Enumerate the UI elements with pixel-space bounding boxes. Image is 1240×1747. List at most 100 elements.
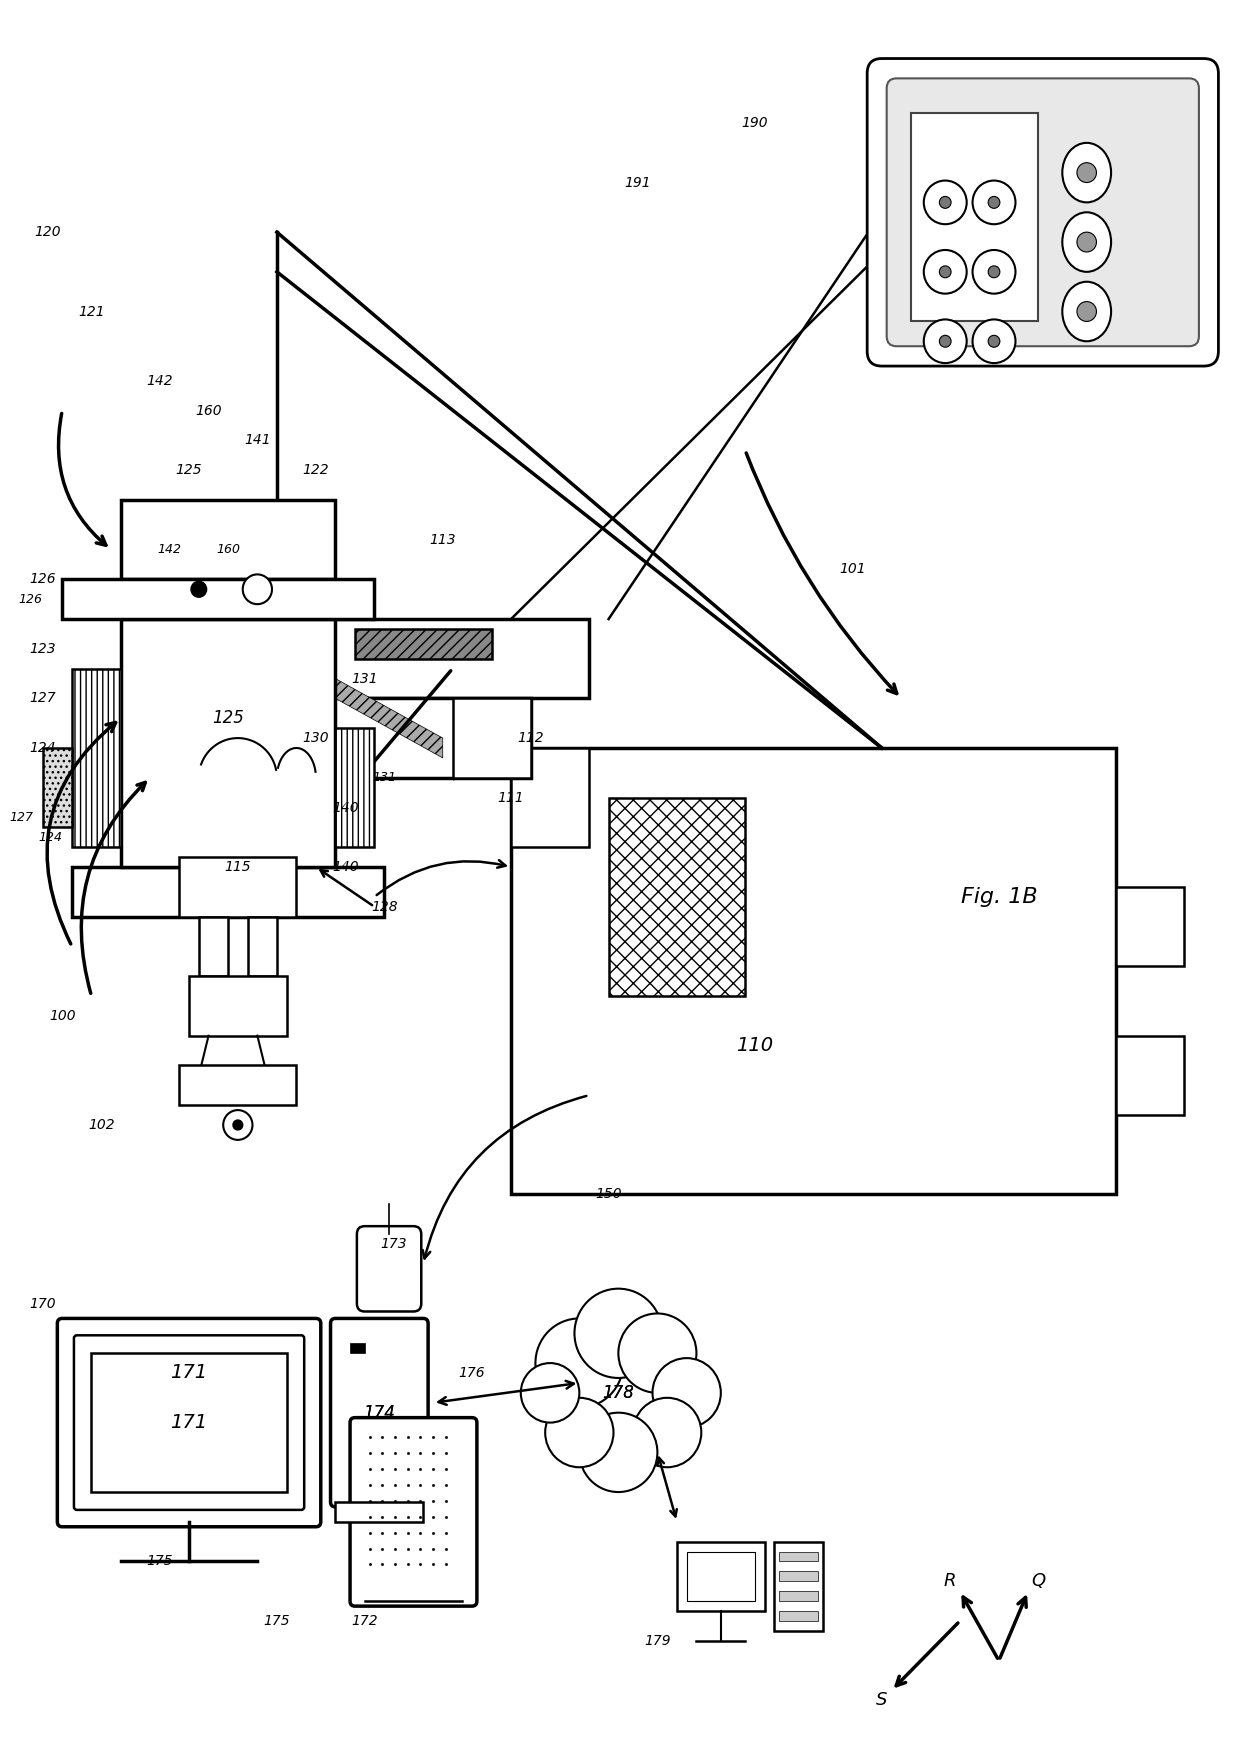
Bar: [316, 618, 589, 699]
Circle shape: [988, 196, 999, 208]
Text: 126: 126: [30, 573, 56, 587]
Text: 130: 130: [303, 730, 329, 744]
Circle shape: [191, 582, 207, 597]
Circle shape: [223, 1109, 253, 1139]
Text: 190: 190: [742, 115, 769, 129]
Circle shape: [988, 335, 999, 348]
Text: 160: 160: [216, 543, 241, 556]
Circle shape: [233, 1120, 243, 1130]
Text: R: R: [944, 1572, 956, 1590]
Text: 101: 101: [839, 563, 866, 577]
Bar: [1116, 887, 1184, 966]
Bar: [62, 580, 374, 618]
Text: 142: 142: [146, 374, 174, 388]
FancyBboxPatch shape: [867, 59, 1219, 367]
Bar: [120, 618, 335, 867]
Text: Fig. 1B: Fig. 1B: [961, 887, 1037, 907]
Text: 178: 178: [603, 1384, 635, 1401]
Text: 115: 115: [224, 860, 252, 874]
Bar: [780, 1592, 818, 1602]
Text: 150: 150: [595, 1188, 622, 1202]
Bar: [511, 748, 1116, 1195]
Text: 140: 140: [332, 860, 358, 874]
Text: 122: 122: [303, 463, 329, 477]
Text: 179: 179: [644, 1633, 671, 1647]
Text: 175: 175: [146, 1555, 174, 1569]
Bar: [1116, 1036, 1184, 1115]
Text: 141: 141: [244, 433, 270, 447]
Circle shape: [1078, 232, 1096, 252]
Circle shape: [243, 575, 272, 604]
Text: 110: 110: [737, 1036, 774, 1055]
Text: 174: 174: [363, 1403, 396, 1422]
Bar: [72, 867, 384, 917]
Text: 112: 112: [517, 730, 544, 744]
Circle shape: [972, 250, 1016, 293]
Text: 127: 127: [30, 692, 56, 706]
Circle shape: [546, 1398, 614, 1467]
Text: 128: 128: [371, 900, 398, 914]
Text: 170: 170: [30, 1296, 56, 1310]
Bar: [775, 1541, 823, 1632]
Text: 125: 125: [176, 463, 202, 477]
Bar: [780, 1551, 818, 1562]
Bar: [120, 500, 335, 580]
FancyBboxPatch shape: [331, 1319, 428, 1508]
Text: 191: 191: [625, 175, 651, 189]
Text: 102: 102: [88, 1118, 114, 1132]
Bar: [677, 1541, 765, 1611]
Bar: [609, 798, 745, 996]
Text: 160: 160: [195, 404, 222, 418]
Bar: [355, 629, 491, 659]
Circle shape: [1078, 302, 1096, 321]
Text: 172: 172: [351, 1614, 378, 1628]
Text: 100: 100: [48, 1008, 76, 1022]
Text: 120: 120: [35, 225, 61, 239]
Text: 142: 142: [157, 543, 181, 556]
Bar: [780, 1611, 818, 1621]
Circle shape: [924, 320, 967, 363]
Bar: [453, 699, 531, 777]
Bar: [42, 748, 72, 828]
Text: 124: 124: [38, 832, 62, 844]
Circle shape: [972, 320, 1016, 363]
Text: 127: 127: [9, 811, 33, 825]
Polygon shape: [335, 678, 443, 758]
FancyBboxPatch shape: [74, 1335, 304, 1509]
Text: 173: 173: [381, 1237, 407, 1251]
Text: 124: 124: [30, 741, 56, 755]
Circle shape: [619, 1314, 697, 1392]
Circle shape: [940, 266, 951, 278]
Text: 178: 178: [603, 1384, 635, 1401]
FancyBboxPatch shape: [57, 1319, 321, 1527]
Bar: [335, 1502, 423, 1522]
Ellipse shape: [1063, 281, 1111, 341]
Circle shape: [972, 180, 1016, 224]
Text: 125: 125: [212, 709, 244, 727]
Circle shape: [632, 1398, 702, 1467]
Text: 121: 121: [78, 304, 105, 318]
Circle shape: [940, 196, 951, 208]
Circle shape: [579, 1413, 657, 1492]
Bar: [780, 1571, 818, 1581]
Circle shape: [521, 1363, 579, 1422]
Text: 176: 176: [459, 1366, 485, 1380]
Bar: [72, 669, 120, 847]
Circle shape: [652, 1357, 720, 1427]
Bar: [911, 114, 1038, 321]
FancyBboxPatch shape: [357, 1226, 422, 1312]
Bar: [180, 1066, 296, 1106]
FancyBboxPatch shape: [887, 79, 1199, 346]
Text: S: S: [877, 1691, 888, 1709]
Bar: [687, 1551, 755, 1602]
Bar: [92, 1354, 286, 1492]
Circle shape: [988, 266, 999, 278]
Circle shape: [924, 180, 967, 224]
Bar: [198, 917, 228, 977]
Text: 131: 131: [351, 671, 378, 685]
Circle shape: [1078, 162, 1096, 182]
Circle shape: [924, 250, 967, 293]
Text: 111: 111: [497, 791, 525, 805]
Bar: [316, 699, 531, 777]
Bar: [248, 917, 277, 977]
